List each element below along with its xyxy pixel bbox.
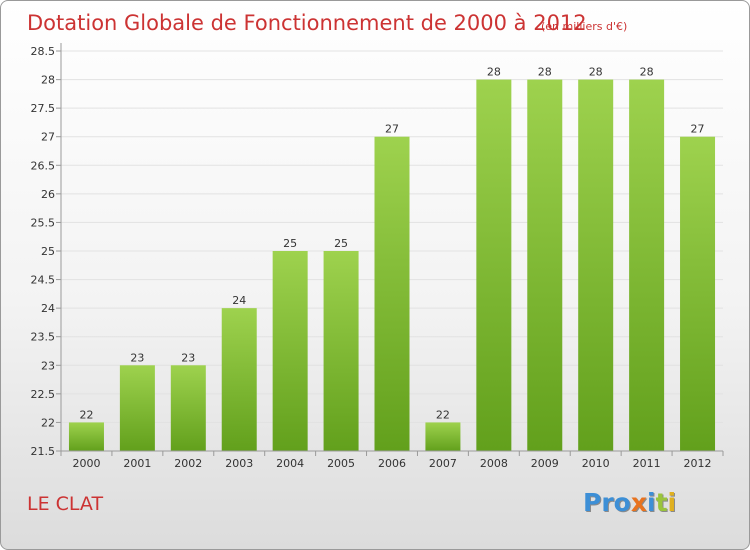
x-tick-label-2004: 2004 [276, 457, 304, 470]
y-tick-label-10: 26.5 [31, 159, 56, 172]
bar-value-label-2010: 28 [589, 66, 603, 79]
x-tick-label-2005: 2005 [327, 457, 355, 470]
bar-2010 [578, 79, 614, 452]
bar-2003 [221, 308, 257, 451]
y-tick-label-6: 24.5 [31, 274, 56, 287]
bar-2002 [170, 365, 206, 451]
x-tick-label-2003: 2003 [225, 457, 253, 470]
bar-value-label-2011: 28 [640, 66, 654, 79]
bar-2012 [680, 136, 716, 451]
y-tick-label-3: 23 [41, 359, 55, 372]
bar-value-label-2004: 25 [283, 237, 297, 250]
x-tick-label-2001: 2001 [123, 457, 151, 470]
bar-2000 [68, 422, 104, 451]
bar-value-label-2009: 28 [538, 66, 552, 79]
x-tick-label-2000: 2000 [72, 457, 100, 470]
bar-2007 [425, 422, 461, 451]
y-tick-label-5: 24 [41, 302, 55, 315]
y-tick-label-14: 28.5 [31, 45, 56, 58]
y-tick-label-11: 27 [41, 131, 55, 144]
bar-2004 [272, 251, 308, 451]
bar-value-label-2005: 25 [334, 237, 348, 250]
y-tick-label-12: 27.5 [31, 102, 56, 115]
y-tick-label-1: 22 [41, 416, 55, 429]
y-tick-label-7: 25 [41, 245, 55, 258]
logo-letter-6: i [667, 488, 677, 517]
y-tick-label-13: 28 [41, 74, 55, 87]
x-tick-label-2002: 2002 [174, 457, 202, 470]
x-tick-label-2008: 2008 [480, 457, 508, 470]
bar-2008 [476, 79, 512, 452]
logo-letter-3: x [630, 488, 647, 517]
bar-value-label-2006: 27 [385, 123, 399, 136]
y-tick-label-4: 23.5 [31, 331, 56, 344]
logo-letter-1: r [601, 488, 614, 517]
proxiti-logo[interactable]: Proxiti [583, 488, 676, 517]
chart-subtitle: (en milliers d'€) [541, 20, 627, 33]
bar-layer: 22 23 23 24 25 25 27 22 28 28 28 28 27 [68, 66, 716, 452]
bar-value-label-2000: 22 [79, 408, 93, 421]
y-tick-label-0: 21.5 [31, 445, 56, 458]
bar-value-label-2012: 27 [691, 123, 705, 136]
y-tick-label-8: 25.5 [31, 216, 56, 229]
bar-2009 [527, 79, 563, 452]
logo-letter-4: i [647, 488, 656, 517]
logo-letter-5: t [655, 488, 668, 517]
axis-layer: 21.5 22 22.5 23 23.5 24 24.5 25 25.5 26 26.5 27 27.5… [31, 43, 724, 470]
bar-value-label-2001: 23 [130, 351, 144, 364]
x-tick-label-2011: 2011 [633, 457, 661, 470]
bar-value-label-2002: 23 [181, 351, 195, 364]
bar-value-label-2007: 22 [436, 408, 450, 421]
x-tick-label-2012: 2012 [684, 457, 712, 470]
bar-2011 [629, 79, 665, 452]
x-tick-label-2007: 2007 [429, 457, 457, 470]
logo-letter-2: o [613, 488, 631, 517]
x-tick-label-2010: 2010 [582, 457, 610, 470]
y-tick-label-2: 22.5 [31, 388, 56, 401]
logo-letter-0: P [583, 488, 602, 517]
x-tick-label-2006: 2006 [378, 457, 406, 470]
bar-value-label-2003: 24 [232, 294, 246, 307]
commune-name: LE CLAT [27, 493, 104, 515]
chart-title: Dotation Globale de Fonctionnement de 20… [27, 11, 587, 35]
bar-2005 [323, 251, 359, 451]
bar-2001 [119, 365, 155, 451]
bar-value-label-2008: 28 [487, 66, 501, 79]
x-tick-label-2009: 2009 [531, 457, 559, 470]
bar-2006 [374, 136, 410, 451]
y-tick-label-9: 26 [41, 188, 55, 201]
